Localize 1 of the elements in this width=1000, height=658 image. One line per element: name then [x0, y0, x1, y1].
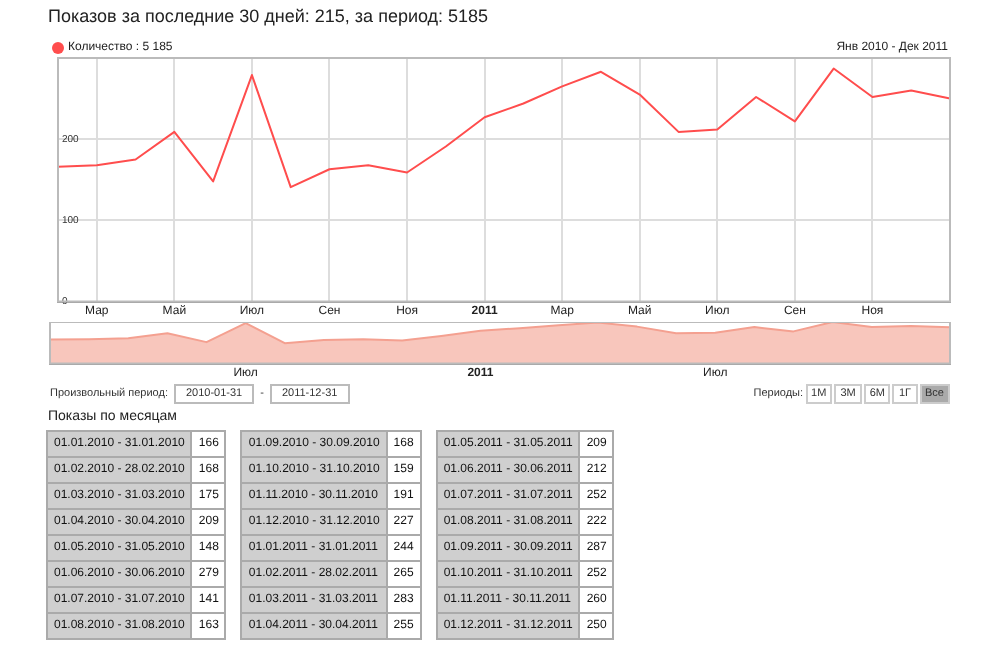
- chart-title: Показов за последние 30 дней: 215, за период: 5185: [48, 6, 489, 26]
